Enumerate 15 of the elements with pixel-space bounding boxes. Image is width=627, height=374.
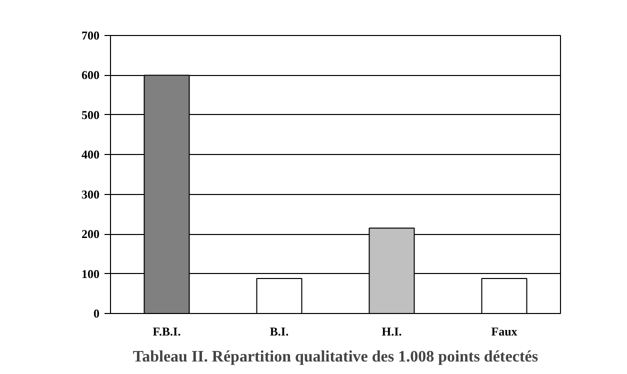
y-tick-label: 700: [82, 28, 100, 42]
y-tick-label: 600: [82, 68, 100, 82]
y-tick-label: 300: [82, 187, 100, 202]
y-tick-label: 500: [82, 108, 100, 122]
text: Tableau II. Répartition qualitative des 1.008 points détectés: [132, 348, 538, 366]
y-tick-label: 0: [94, 306, 100, 320]
y-tick-label: 100: [82, 266, 100, 281]
bar: [256, 278, 302, 314]
x-tick-label: Faux: [491, 324, 518, 338]
y-tick-label: 400: [82, 148, 100, 162]
x-tick-label: B.I.: [270, 324, 289, 338]
x-tick-label: F.B.I.: [152, 324, 181, 338]
bar: [481, 278, 528, 314]
x-tick-label: H.I.: [382, 324, 402, 338]
y-tick-label: 200: [82, 227, 100, 242]
